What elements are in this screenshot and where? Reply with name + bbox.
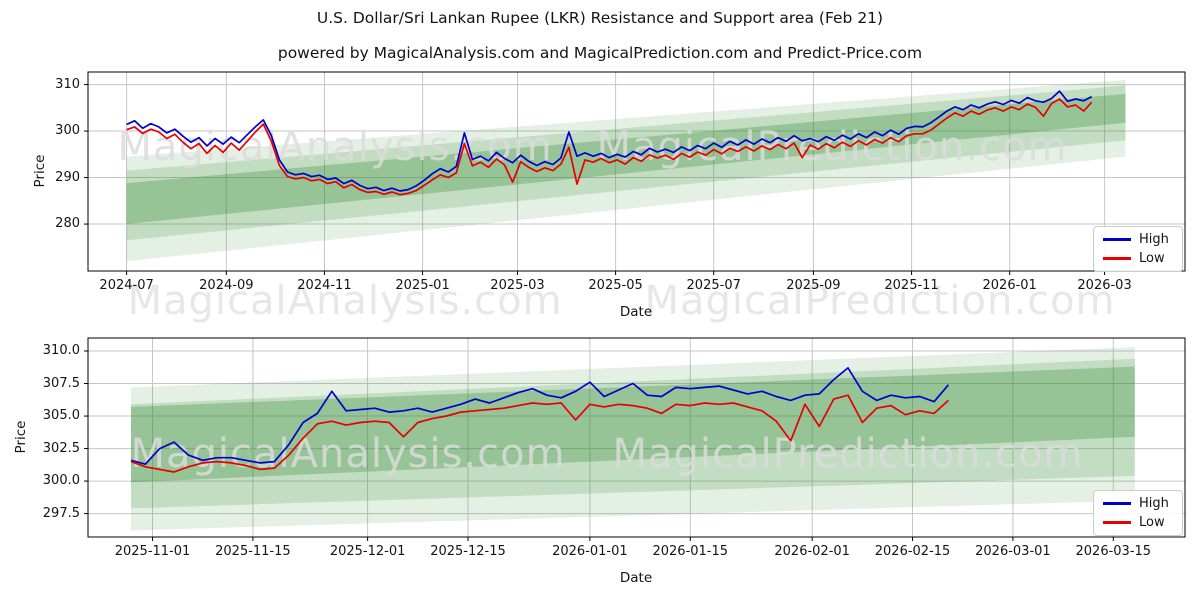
legend-low-label: Low — [1139, 251, 1165, 266]
support-resistance-band — [126, 79, 1126, 262]
watermark-text: MagicalAnalysis.com — [117, 124, 552, 170]
low-line-swatch — [1103, 521, 1131, 524]
plot-border — [87, 71, 1186, 272]
x-tick-label: 2026-03 — [1077, 278, 1132, 293]
legend-entry-high: High — [1103, 496, 1173, 511]
y-tick-label: 310 — [55, 76, 80, 92]
y-tick-label: 300.0 — [42, 473, 80, 489]
legend-top: High Low — [1093, 226, 1183, 272]
low-line — [126, 98, 1093, 196]
legend-high-label: High — [1139, 232, 1169, 247]
x-axis-label-top: Date — [619, 304, 653, 320]
x-tick-label: 2025-07 — [686, 278, 741, 293]
x-tick-label: 2024-07 — [99, 278, 154, 293]
legend-low-label: Low — [1139, 515, 1165, 530]
high-line-swatch — [1103, 238, 1131, 241]
high-line-swatch — [1103, 502, 1131, 505]
x-tick-label: 2026-01-15 — [652, 544, 729, 559]
watermark-text: MagicalPrediction.com — [644, 278, 1116, 324]
y-tick-label: 310.0 — [42, 343, 80, 358]
support-resistance-band — [131, 347, 1135, 531]
x-tick-label: 2025-11-01 — [114, 544, 191, 559]
watermark-text: MagicalAnalysis.com — [127, 278, 563, 324]
legend-entry-low: Low — [1103, 515, 1173, 530]
x-tick-label: 2025-12-15 — [430, 544, 506, 559]
x-tick-label: 2025-11 — [884, 278, 939, 293]
x-tick-label: 2024-09 — [199, 278, 254, 293]
x-tick-label: 2026-02-01 — [774, 544, 850, 559]
legend-entry-high: High — [1103, 232, 1173, 247]
y-tick-label: 305.0 — [42, 408, 80, 424]
y-tick-label: 280 — [55, 216, 80, 232]
x-tick-label: 2025-03 — [490, 278, 545, 293]
low-line-swatch — [1103, 257, 1131, 260]
plot-border — [87, 337, 1186, 538]
y-tick-label: 290 — [55, 169, 80, 185]
watermark-text: MagicalPrediction.com — [613, 431, 1084, 477]
y-tick-label: 297.5 — [42, 505, 80, 521]
y-tick-label: 300 — [55, 123, 80, 139]
figure-title: U.S. Dollar/Sri Lankan Rupee (LKR) Resis… — [316, 9, 884, 27]
support-resistance-band — [131, 358, 1135, 509]
x-tick-label: 2026-03-01 — [975, 544, 1051, 559]
watermark-text: MagicalAnalysis.com — [130, 431, 565, 477]
support-resistance-band — [131, 366, 1135, 483]
x-tick-label: 2024-11 — [297, 278, 352, 293]
x-tick-label: 2026-02-15 — [874, 544, 951, 559]
x-tick-label: 2026-03-15 — [1075, 544, 1152, 559]
figure-subtitle: powered by MagicalAnalysis.com and Magic… — [277, 44, 923, 62]
x-tick-label: 2025-11-15 — [215, 544, 291, 559]
x-tick-label: 2025-09 — [786, 278, 841, 293]
x-tick-label: 2025-01 — [395, 278, 450, 293]
x-tick-label: 2026-01 — [982, 278, 1037, 293]
high-line — [126, 90, 1093, 192]
x-tick-label: 2026-01-01 — [552, 544, 628, 559]
y-tick-label: 302.5 — [42, 440, 80, 456]
x-axis-label-bottom: Date — [619, 570, 653, 586]
legend-high-label: High — [1139, 496, 1169, 511]
high-line — [130, 367, 950, 466]
y-tick-label: 307.5 — [42, 375, 80, 391]
low-line — [130, 394, 949, 473]
x-tick-label: 2025-12-01 — [329, 544, 406, 559]
legend-entry-low: Low — [1103, 251, 1173, 266]
x-tick-label: 2025-05 — [588, 278, 643, 293]
legend-bottom: High Low — [1093, 490, 1183, 536]
